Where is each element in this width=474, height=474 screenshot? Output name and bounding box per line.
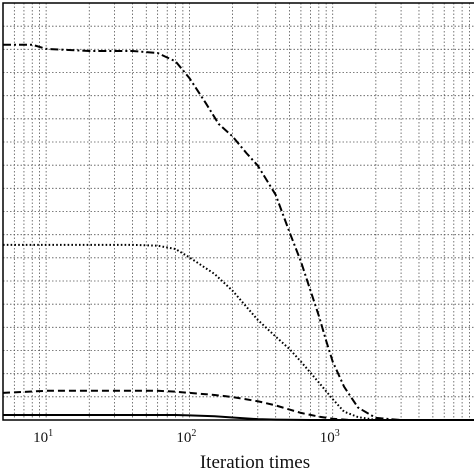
- plot-frame: [2, 2, 474, 421]
- series-line-dashdot: [3, 43, 474, 421]
- x-tick-label: 103: [320, 428, 340, 446]
- x-tick-label: 101: [33, 428, 53, 446]
- grid-lines: [2, 3, 474, 420]
- x-tick-labels: 101 102 103: [33, 428, 340, 446]
- series-line-dotted: [3, 243, 474, 421]
- series-line-solid: [3, 414, 474, 421]
- series-layer: [2, 43, 474, 421]
- series-line-dashed: [2, 389, 474, 421]
- x-tick-label: 102: [176, 428, 196, 446]
- x-axis-label: Iteration times: [200, 452, 310, 473]
